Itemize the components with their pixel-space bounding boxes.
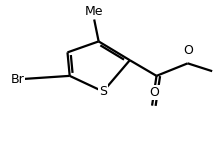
Text: O: O [149,86,159,99]
Text: Br: Br [10,73,24,85]
Text: O: O [183,44,193,57]
Text: S: S [99,85,107,98]
Text: Me: Me [85,5,103,18]
